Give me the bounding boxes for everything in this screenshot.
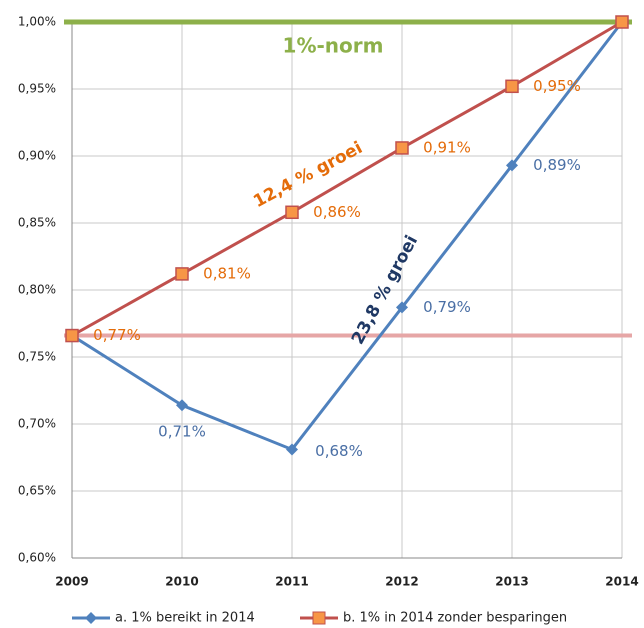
y-tick-label: 0,65% (18, 484, 56, 498)
x-tick-label: 2012 (385, 575, 418, 589)
marker (175, 267, 189, 281)
y-tick-label: 0,85% (18, 216, 56, 230)
legend-marker (85, 612, 97, 624)
value-label: 0,95% (533, 77, 581, 95)
y-tick-label: 1,00% (18, 15, 56, 29)
y-tick-label: 0,95% (18, 82, 56, 96)
y-tick-label: 0,90% (18, 149, 56, 163)
y-tick-label: 0,70% (18, 417, 56, 431)
legend-marker (312, 611, 326, 625)
marker (286, 443, 298, 456)
value-label: 0,91% (423, 138, 471, 156)
marker (285, 205, 299, 220)
value-label: 0,89% (533, 156, 581, 174)
legend-label: a. 1% bereikt in 2014 (115, 611, 255, 626)
x-tick-label: 2010 (165, 575, 198, 589)
series-line (71, 20, 623, 337)
value-label: 0,81% (203, 264, 251, 282)
x-tick-label: 2009 (55, 575, 88, 589)
value-label: 0,68% (315, 442, 363, 460)
annotation: 12,4 % groei (250, 138, 366, 212)
y-tick-label: 0,60% (18, 551, 56, 565)
value-label: 0,86% (313, 203, 361, 221)
marker (396, 301, 408, 314)
marker (615, 15, 629, 29)
marker (506, 159, 518, 172)
y-tick-label: 0,80% (18, 283, 56, 297)
x-tick-label: 2011 (275, 575, 308, 589)
reference-label: 1%-norm (283, 34, 384, 58)
marker (65, 328, 79, 343)
y-tick-label: 0,75% (18, 350, 56, 364)
x-tick-label: 2014 (605, 575, 638, 589)
marker (395, 141, 409, 155)
series-line (71, 21, 624, 452)
x-tick-label: 2013 (495, 575, 528, 589)
value-label: 0,79% (423, 298, 471, 316)
value-label: 0,77% (93, 326, 141, 344)
marker (505, 79, 519, 94)
marker (176, 399, 188, 412)
legend-label: b. 1% in 2014 zonder besparingen (343, 611, 567, 626)
value-label: 0,71% (158, 423, 206, 441)
